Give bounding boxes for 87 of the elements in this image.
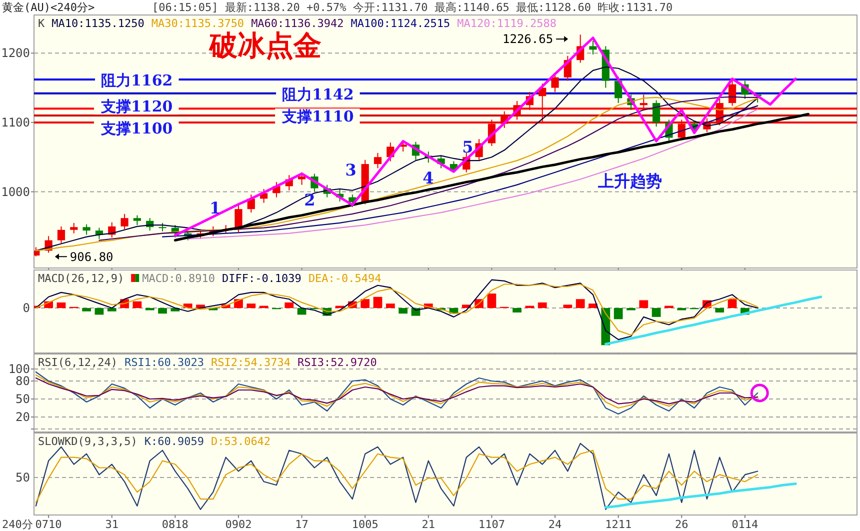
y-tick-label: 1100	[1, 115, 30, 130]
bar	[512, 308, 522, 312]
legend-title: SLOWKD(9,3,3,5)	[38, 435, 138, 448]
legend-title: K	[38, 17, 45, 30]
bar	[664, 306, 674, 308]
candlestick	[82, 224, 90, 236]
y-tick-label: 80	[16, 374, 30, 388]
ref-line-label: 阻力1162	[101, 71, 173, 90]
text: D:53.0642	[210, 435, 271, 448]
text: MA100:1124.2515	[350, 17, 450, 30]
x-tick-label: 21	[422, 518, 436, 531]
candlestick	[589, 40, 597, 56]
x-tick-label: 0902	[225, 518, 252, 531]
bar	[158, 308, 167, 314]
legend-title: MACD(26,12,9)	[38, 272, 124, 285]
ref-line-label: 支撑1120	[100, 98, 173, 116]
bar	[576, 299, 585, 308]
text: MA30:1135.3750	[151, 17, 244, 30]
text: RSI2:54.3734	[210, 356, 291, 369]
bar	[487, 294, 496, 308]
candlestick	[374, 152, 382, 169]
text: 240分	[2, 518, 33, 531]
bar	[107, 308, 116, 312]
bar	[373, 296, 382, 308]
annotation: 3	[345, 160, 356, 180]
annotation: 1226.65	[502, 32, 554, 46]
bar	[82, 308, 91, 312]
text: MA120:1119.2588	[457, 17, 556, 30]
bar	[398, 308, 408, 314]
annotation: 4	[422, 168, 434, 188]
annotation: 906.80	[70, 250, 114, 264]
annotation: 1	[209, 198, 221, 218]
candlestick	[70, 222, 78, 234]
candlestick	[120, 213, 128, 230]
bar	[94, 308, 104, 315]
ref-line-label: 0	[22, 301, 30, 316]
bar	[715, 308, 724, 312]
x-tick-label: 0114	[732, 518, 759, 531]
bar	[386, 304, 395, 308]
text: MA60:1136.3942	[251, 17, 344, 30]
bar	[246, 304, 256, 308]
annotation: 破冰点金	[208, 28, 322, 62]
series-label: K:60.9059	[144, 435, 204, 448]
candlestick	[133, 214, 141, 226]
annotation: 2	[304, 190, 316, 210]
x-tick-label: 0710	[35, 518, 62, 531]
candlestick	[728, 78, 736, 106]
bar	[614, 308, 623, 320]
y-tick-label: 50	[16, 392, 30, 406]
series-label: DEA:-0.5494	[308, 272, 382, 285]
y-tick-label: 20	[16, 410, 30, 424]
bar	[132, 301, 142, 308]
series-label: RSI3:52.9720	[297, 356, 377, 369]
chart-subtitle: [06:15:05] 最新:1138.20 +0.57% 今开:1131.70 最高:1140.65 最低:1128.60 昨收:1131.70	[152, 1, 673, 14]
candlestick	[640, 94, 648, 110]
series-label: RSI1:60.3023	[124, 356, 204, 369]
chart-title: 黄金(AU)<240分>	[2, 1, 95, 14]
bar	[563, 304, 572, 308]
annotation: 上升趋势	[596, 171, 662, 190]
x-tick-label: 31	[105, 518, 118, 531]
candlestick	[652, 100, 660, 128]
bar	[360, 299, 370, 308]
x-tick-label: 1211	[605, 518, 632, 531]
x-tick-label: 26	[675, 518, 688, 531]
ref-line-label: 阻力1142	[282, 85, 354, 104]
bar	[652, 308, 661, 317]
x-tick-label: 1107	[478, 518, 505, 531]
legend-label: MACD:0.8910	[142, 272, 215, 285]
x-tick-label: 24	[548, 518, 562, 531]
candlestick	[57, 226, 66, 244]
text: MA10:1135.1250	[52, 17, 144, 30]
bar	[56, 302, 66, 308]
annotation: 5	[462, 138, 474, 157]
x-tick-label: 0818	[162, 518, 188, 531]
bar	[284, 302, 294, 308]
ref-line-label: 支撑1110	[281, 108, 354, 126]
y-tick-label: 1200	[1, 46, 30, 60]
y-tick-label: 100	[8, 362, 30, 376]
bar	[538, 302, 547, 308]
bar	[639, 300, 648, 308]
y-tick-label: 1000	[1, 184, 30, 199]
ref-line-label: 支撑1100	[100, 119, 173, 138]
series-label: DIFF:-0.1039	[222, 272, 302, 285]
legend-title: RSI(6,12,24)	[38, 356, 118, 369]
x-tick-label: 17	[295, 518, 308, 531]
bar	[728, 299, 737, 308]
x-tick-label: 1005	[352, 518, 378, 531]
